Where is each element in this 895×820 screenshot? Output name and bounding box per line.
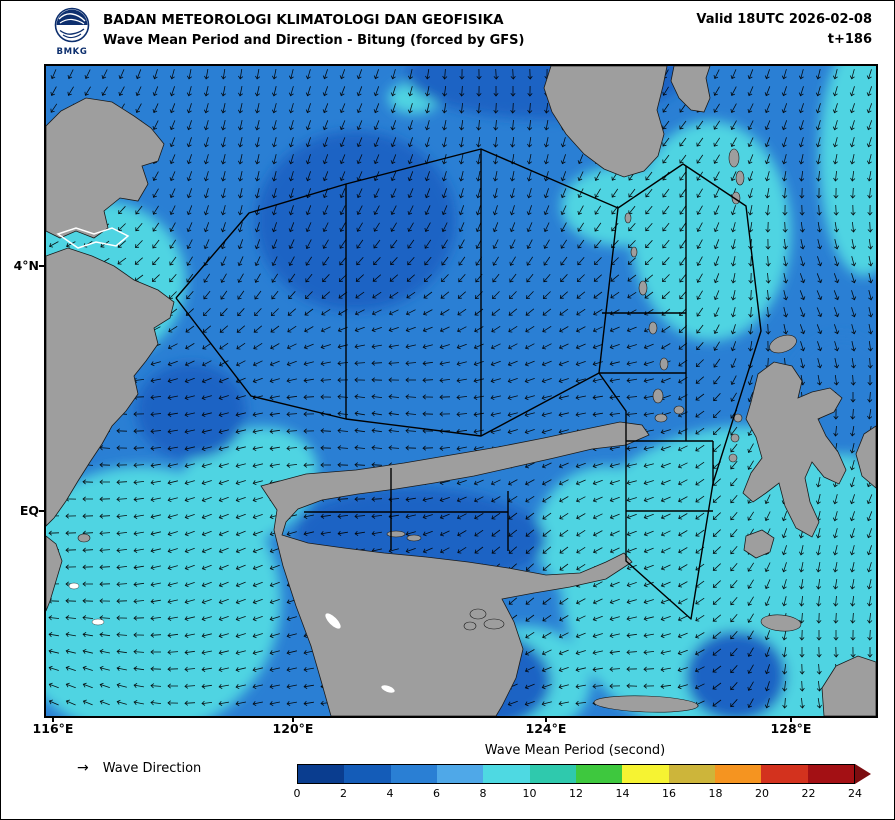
colorbar-tick-label: 12 — [569, 787, 583, 800]
colorbar-segment — [668, 765, 715, 783]
y-tick-mark — [39, 265, 44, 267]
x-tick-mark — [292, 717, 294, 722]
valid-time: Valid 18UTC 2026-02-08 — [696, 12, 872, 27]
colorbar-segment — [390, 765, 437, 783]
product-title: Wave Mean Period and Direction - Bitung … — [103, 33, 525, 48]
y-tick-mark — [39, 510, 44, 512]
x-tick-label: 120°E — [272, 721, 314, 736]
valid-block: Valid 18UTC 2026-02-08 t+186 — [696, 12, 872, 47]
colorbar-segment — [622, 765, 669, 783]
colorbar-tick-label: 24 — [848, 787, 862, 800]
colorbar-tick-label: 10 — [522, 787, 537, 800]
title-block: BADAN METEOROLOGI KLIMATOLOGI DAN GEOFIS… — [103, 12, 524, 48]
colorbar — [297, 764, 855, 784]
colorbar-segment — [344, 765, 391, 783]
x-tick-label: 116°E — [32, 721, 74, 736]
colorbar-tick-label: 6 — [433, 787, 440, 800]
x-tick-mark — [545, 717, 547, 722]
colorbar-tick-label: 22 — [801, 787, 816, 800]
x-tick-label: 128°E — [770, 721, 812, 736]
y-tick-label: 4°N — [13, 258, 39, 273]
colorbar-tick-label: 0 — [293, 787, 301, 800]
colorbar-tick-label: 20 — [755, 787, 769, 800]
colorbar-segment — [807, 765, 854, 783]
colorbar-title: Wave Mean Period (second) — [484, 743, 666, 758]
colorbar-tick-label: 18 — [708, 787, 723, 800]
colorbar-overflow-arrow — [855, 764, 871, 784]
forecast-zone-boundaries — [175, 148, 762, 620]
colorbar-segment — [298, 765, 345, 783]
colorbar-segment — [575, 765, 623, 783]
colorbar-tick-label: 2 — [340, 787, 347, 800]
colorbar-segment — [436, 765, 484, 783]
wave-direction-arrow-icon: → — [77, 760, 89, 776]
x-tick-mark — [790, 717, 792, 722]
bmkg-logo-text: BMKG — [56, 47, 88, 57]
agency-title: BADAN METEOROLOGI KLIMATOLOGI DAN GEOFIS… — [103, 12, 504, 28]
colorbar-segment — [761, 765, 808, 783]
colorbar-tick-label: 8 — [479, 787, 487, 800]
colorbar-tick-label: 16 — [662, 787, 676, 800]
bmkg-logo-icon — [54, 7, 90, 43]
wave-direction-legend: → Wave Direction — [77, 760, 201, 776]
colorbar-segment — [529, 765, 576, 783]
wave-direction-label: Wave Direction — [102, 761, 202, 776]
colorbar-segment — [483, 765, 530, 783]
forecast-step: t+186 — [827, 32, 872, 47]
x-tick-mark — [52, 717, 54, 722]
colorbar-tick-labels: 0 2 4 6 8 10 12 14 16 18 20 22 24 — [293, 787, 863, 801]
y-tick-label: EQ — [19, 503, 39, 518]
colorbar-tick-label: 14 — [615, 787, 630, 800]
bmkg-logo: BMKG — [49, 6, 95, 57]
land-masses — [46, 66, 876, 716]
colorbar-segment — [714, 765, 762, 783]
map-canvas — [44, 64, 878, 718]
header: BMKG BADAN METEOROLOGI KLIMATOLOGI DAN G… — [1, 1, 894, 64]
x-tick-label: 124°E — [525, 721, 567, 736]
colorbar-tick-label: 4 — [386, 787, 394, 800]
lakes-and-shoals — [56, 227, 395, 693]
